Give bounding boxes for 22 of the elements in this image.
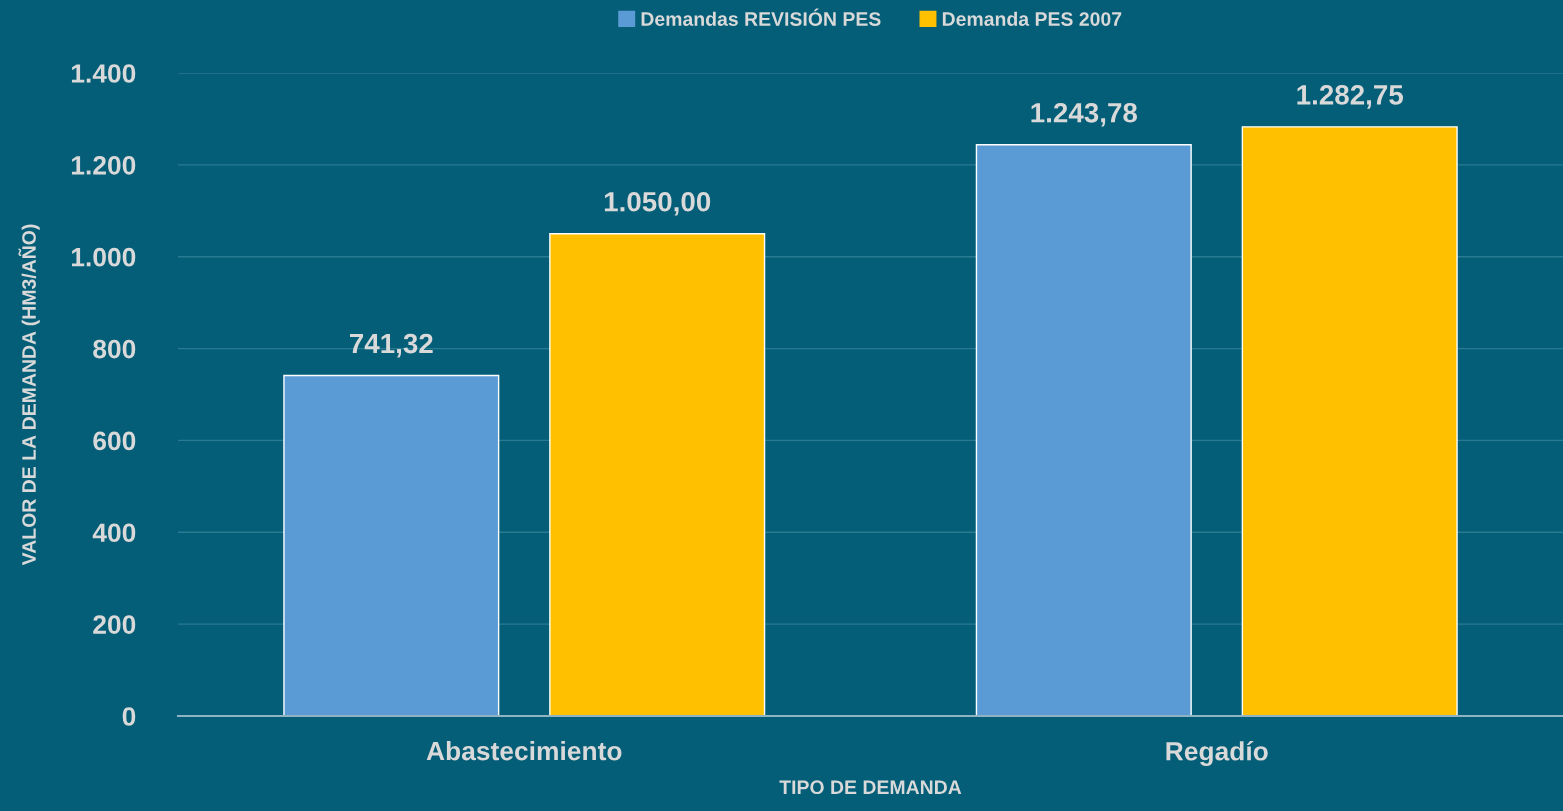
data-label: 1.050,00	[604, 191, 711, 216]
bar	[549, 233, 766, 716]
y-tick-label: 600	[93, 431, 136, 451]
x-tick-label: Regadío	[1166, 741, 1268, 766]
y-axis-title: VALOR DE LA DEMANDA (HM3/AÑO)	[18, 224, 40, 566]
bar	[283, 374, 500, 716]
x-axis-title: TIPO DE DEMANDA	[779, 780, 962, 795]
data-label: 741,32	[350, 333, 433, 358]
y-tick-label: 1.400	[71, 64, 136, 83]
x-tick-label: Abastecimiento	[426, 741, 622, 761]
legend-label: Demandas REVISIÓN PES	[641, 8, 881, 26]
data-label: 1.282,75	[1297, 85, 1403, 109]
y-tick-label: 1.200	[71, 155, 136, 175]
legend-label: Demanda PES 2007	[942, 11, 1122, 26]
y-tick-label: 0	[122, 707, 136, 726]
y-tick-label: 1.000	[71, 247, 136, 267]
bar	[1241, 126, 1458, 716]
y-tick-label: 800	[93, 339, 136, 359]
bar	[975, 144, 1192, 716]
data-label: 1.243,78	[1031, 102, 1138, 127]
y-tick-label: 400	[92, 523, 136, 543]
y-tick-label: 200	[93, 615, 136, 634]
